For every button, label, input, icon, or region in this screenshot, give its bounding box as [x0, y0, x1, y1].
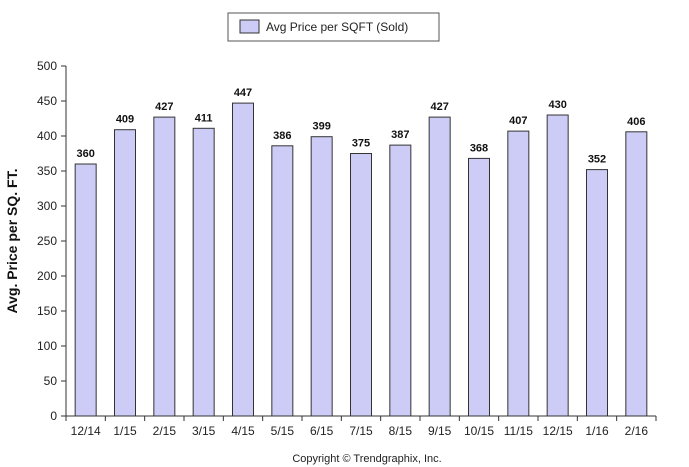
bar-1-16	[586, 169, 608, 417]
bars	[74, 102, 648, 417]
data-label: 387	[391, 129, 409, 141]
legend: Avg Price per SQFT (Sold)	[227, 12, 440, 42]
bar-6-15	[310, 136, 333, 417]
bar-2-15	[153, 116, 176, 417]
x-tick-label: 12/14	[71, 424, 101, 438]
y-tick-label: 200	[37, 269, 57, 283]
data-label: 399	[312, 121, 330, 133]
bar-10-15	[468, 157, 490, 417]
data-labels: 360 409 427 411 447 386 399 375 387 427 368 407 430 3…	[76, 87, 645, 166]
bar-2-16	[625, 131, 648, 417]
x-tick-label: 5/15	[271, 424, 295, 438]
y-tick-label: 250	[37, 234, 57, 248]
x-tick-label: 4/15	[231, 424, 255, 438]
y-axis: 0 50 100 150 200 250 300 350 400 450 500	[37, 59, 67, 423]
legend-box	[227, 12, 440, 42]
x-tick-label: 1/16	[585, 424, 609, 438]
x-tick-label: 2/15	[153, 424, 177, 438]
y-axis-title: Avg. Price per SQ. FT.	[4, 169, 20, 314]
x-tick-label: 12/15	[543, 424, 573, 438]
bar-8-15	[389, 144, 412, 417]
data-label: 427	[155, 101, 173, 113]
x-tick-label: 2/16	[625, 424, 649, 438]
x-tick-label: 6/15	[310, 424, 334, 438]
x-tick-label: 9/15	[428, 424, 452, 438]
legend-label: Avg Price per SQFT (Sold)	[266, 20, 408, 34]
y-tick-label: 500	[37, 59, 57, 73]
y-tick-label: 350	[37, 164, 57, 178]
bar-12-14	[74, 163, 97, 417]
data-label: 411	[195, 112, 213, 124]
x-tick-label: 11/15	[504, 424, 533, 438]
x-tick-label: 3/15	[192, 424, 216, 438]
x-axis: 12/14 1/15 2/15 3/15 4/15 5/15 6/15 7/15 8/15 9/1…	[65, 415, 657, 438]
bar-3-15	[192, 127, 215, 417]
data-label: 430	[548, 99, 566, 111]
copyright-text: Copyright © Trendgraphix, Inc.	[292, 453, 441, 465]
data-label: 406	[627, 116, 645, 128]
x-tick-label: 10/15	[464, 424, 494, 438]
data-label: 386	[273, 130, 291, 142]
bar-12-15	[546, 114, 569, 417]
y-tick-label: 100	[37, 339, 57, 353]
x-tick-label: 7/15	[349, 424, 373, 438]
bar-5-15	[271, 145, 294, 417]
data-label: 407	[509, 115, 527, 127]
data-label: 447	[234, 87, 252, 99]
bar-1-15	[114, 129, 136, 417]
data-label: 368	[470, 142, 488, 154]
y-tick-label: 0	[50, 409, 57, 423]
bar-7-15	[350, 153, 372, 417]
y-tick-label: 150	[37, 304, 57, 318]
bar-9-15	[428, 116, 451, 417]
data-label: 352	[588, 154, 606, 166]
data-label: 427	[430, 101, 448, 113]
data-label: 375	[352, 138, 370, 150]
y-tick-label: 450	[37, 94, 57, 108]
legend-swatch	[239, 19, 260, 34]
data-label: 360	[76, 148, 94, 160]
bar-11-15	[507, 130, 530, 417]
data-label: 409	[116, 114, 134, 126]
bar-4-15	[232, 102, 254, 417]
x-tick-label: 8/15	[389, 424, 413, 438]
y-tick-label: 300	[37, 199, 57, 213]
y-tick-label: 50	[44, 374, 58, 388]
y-tick-label: 400	[37, 129, 57, 143]
x-tick-label: 1/15	[113, 424, 137, 438]
